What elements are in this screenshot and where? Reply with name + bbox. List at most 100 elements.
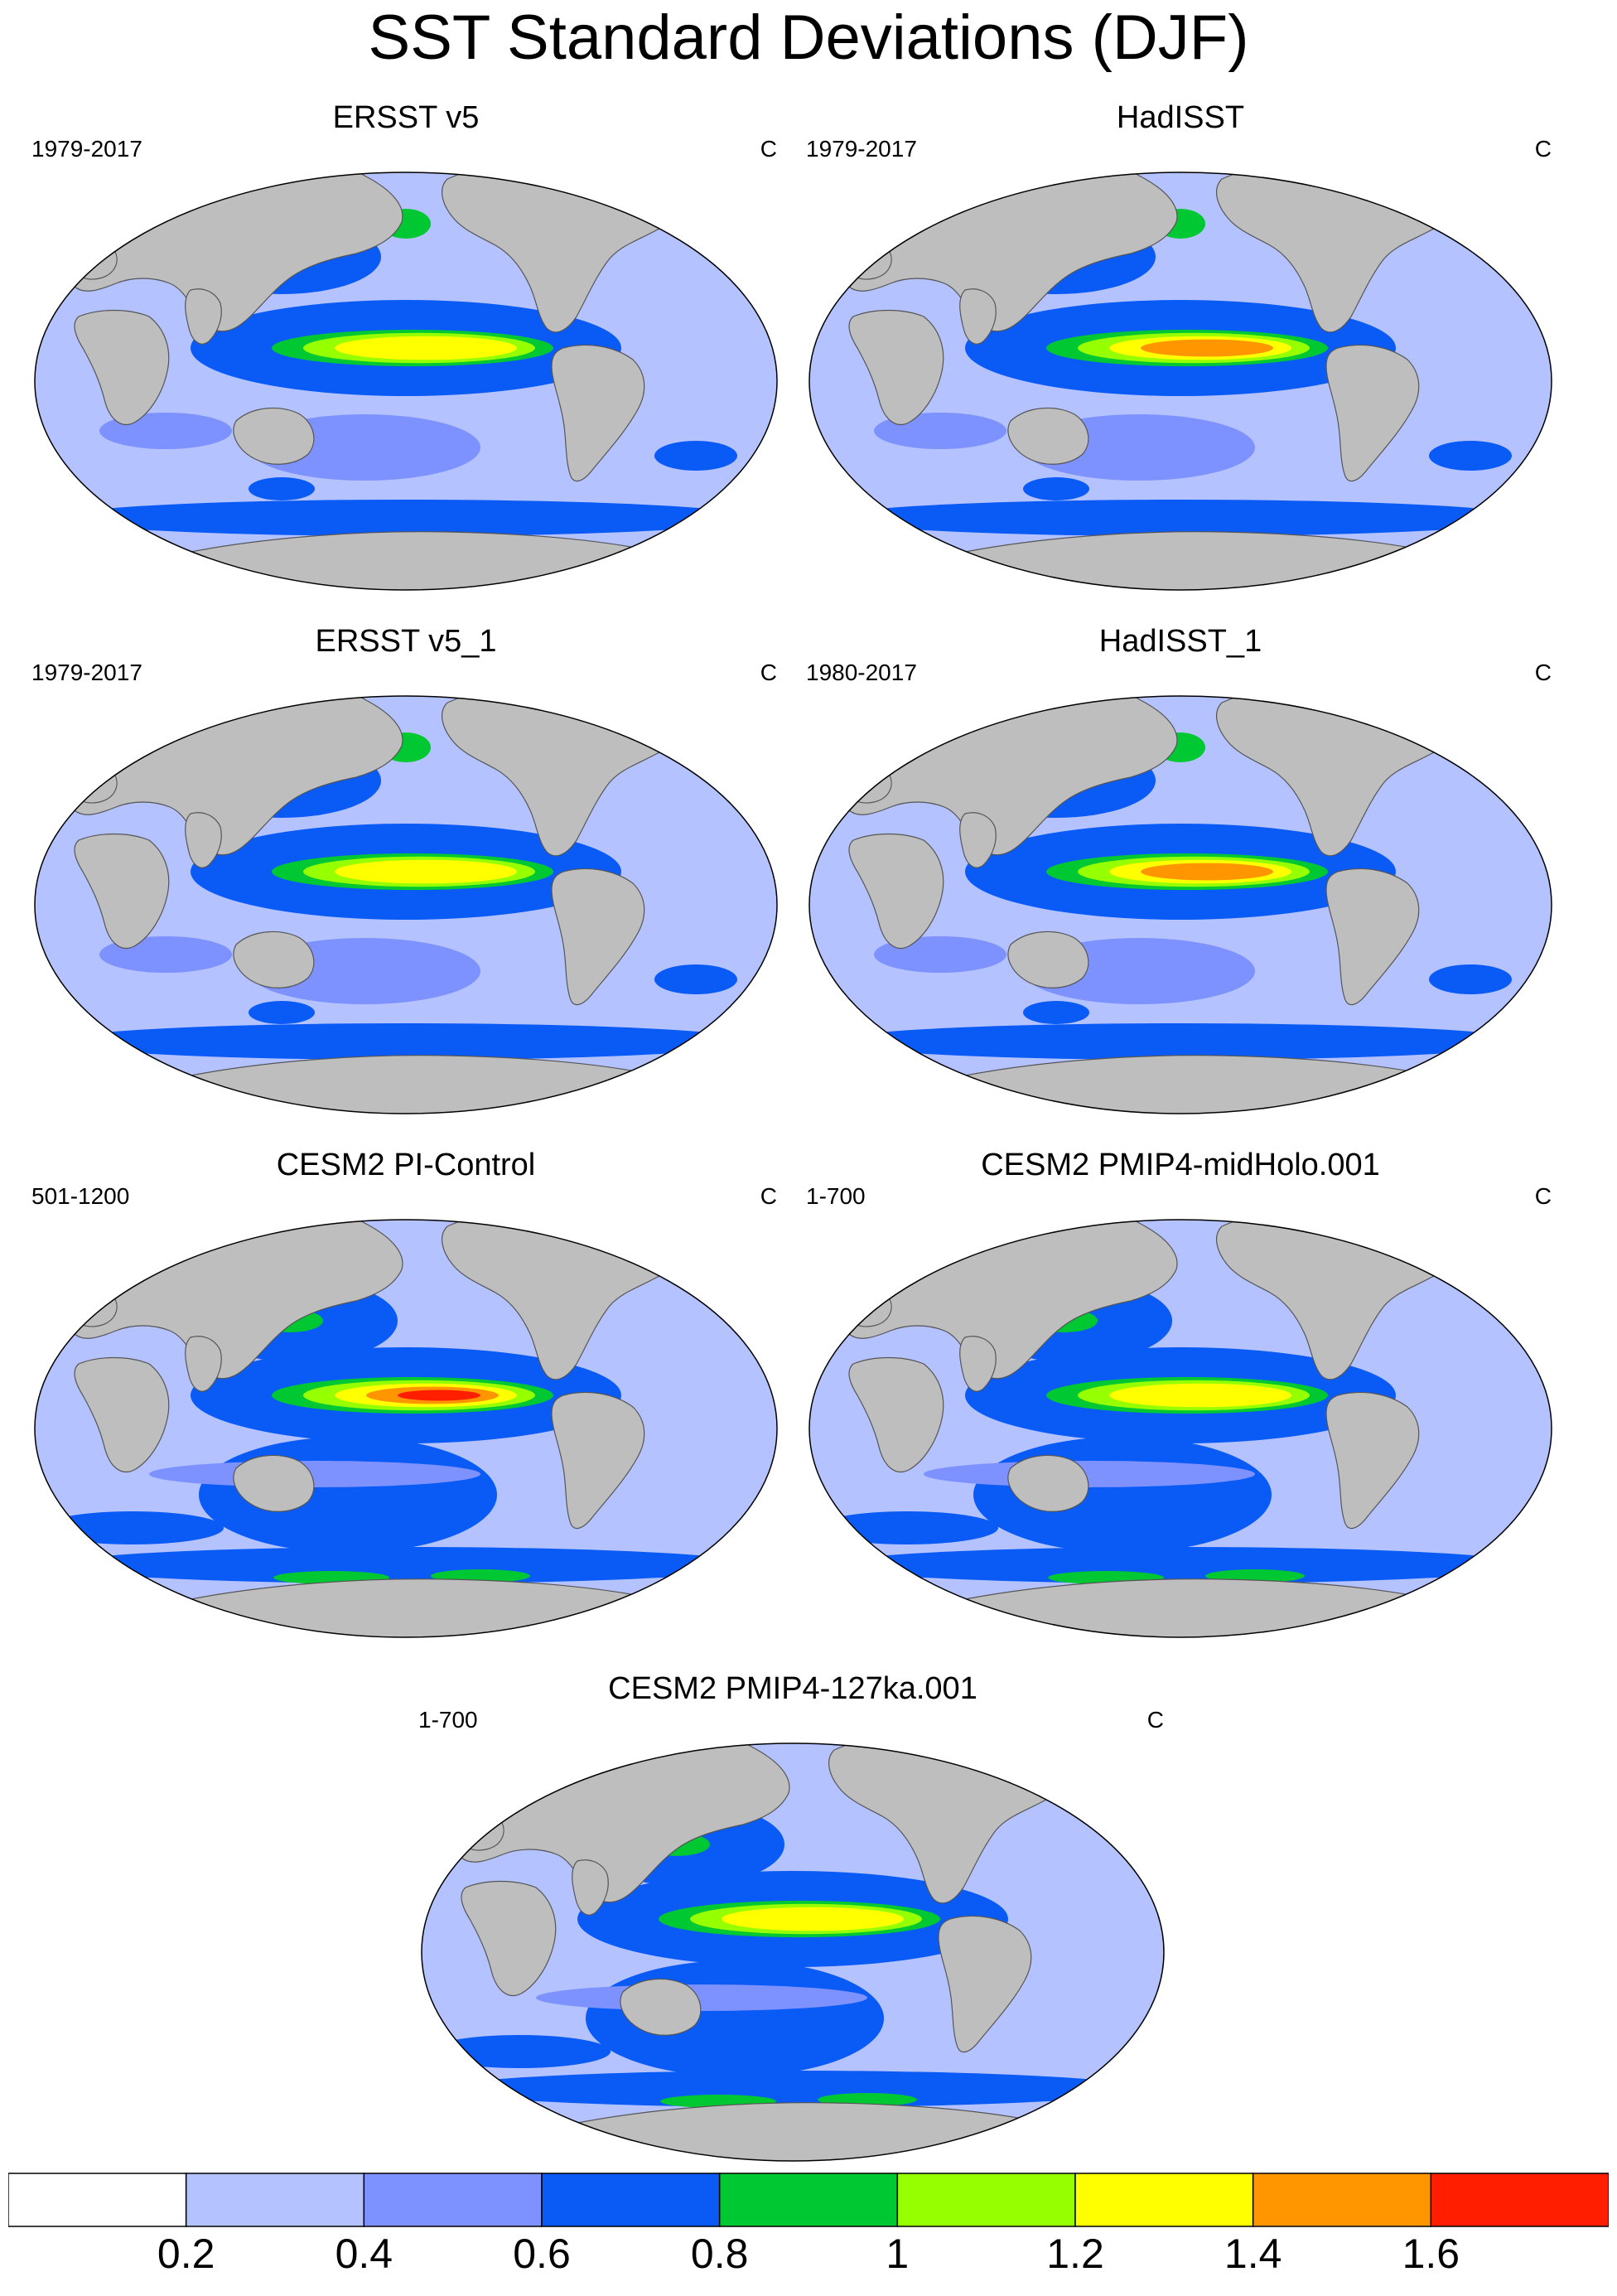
map-panel: CESM2 PMIP4-127ka.001 1-700 C — [403, 1670, 1182, 2176]
land-greenland — [1013, 1743, 1094, 1765]
land-europe — [840, 244, 892, 280]
colorbar-swatch — [363, 2173, 543, 2227]
panel-period: 1979-2017 — [31, 660, 142, 685]
land-africa — [848, 309, 944, 425]
colorbar-label: 1.4 — [1224, 2231, 1282, 2277]
southern-ocean-band — [58, 1547, 754, 1583]
land-india — [185, 288, 222, 345]
map-outline — [34, 172, 778, 591]
panel-title: ERSST v5 — [332, 100, 480, 135]
land-europe — [65, 244, 118, 280]
south-atlantic-blob — [1429, 441, 1512, 471]
land-samerica — [938, 1915, 1032, 2053]
southern-ocean-band — [58, 1023, 754, 1060]
panel-period: 1-700 — [418, 1707, 478, 1733]
panel-unit: C — [1534, 660, 1552, 685]
colorbar-swatch — [541, 2173, 721, 2227]
land-europe — [65, 768, 118, 804]
south-atlantic-blob — [654, 441, 737, 471]
enso-contour-6 — [398, 1390, 480, 1401]
enso-contour-4 — [722, 1907, 904, 1931]
map-field — [422, 1743, 1164, 2161]
panel-title: HadISST_1 — [1098, 624, 1262, 659]
enso-contour-4 — [1109, 1383, 1291, 1408]
colorbar — [8, 2173, 1609, 2227]
land-africa — [74, 833, 170, 949]
land-australia — [1007, 1454, 1089, 1512]
map-panel: ERSST v5 1979-2017 C — [17, 99, 795, 605]
map-outline — [421, 1743, 1165, 2162]
colorbar-swatch — [1430, 2173, 1609, 2227]
panel-title: ERSST v5_1 — [315, 624, 497, 659]
panel-unit: C — [760, 136, 777, 162]
land-antarctica — [567, 2102, 1068, 2161]
land-australia — [620, 1978, 702, 2036]
colorbar-swatch — [1074, 2173, 1254, 2227]
colorbar-swatch — [896, 2173, 1076, 2227]
world-map — [34, 1219, 778, 1638]
map-outline — [34, 695, 778, 1114]
south-pacific-blob — [249, 477, 315, 500]
land-antarctica — [181, 1055, 681, 1114]
land-antarctica — [955, 531, 1455, 590]
colorbar-swatch — [718, 2173, 899, 2227]
panel-period: 1-700 — [806, 1183, 866, 1209]
map-field — [35, 172, 777, 590]
land-africa — [848, 1356, 944, 1472]
map-field — [35, 1220, 777, 1637]
southern-ocean-band — [58, 500, 754, 536]
southern-ocean-band — [833, 500, 1528, 536]
south-pacific-streak — [149, 1461, 480, 1487]
enso-contour-4 — [335, 859, 517, 884]
land-australia — [233, 1454, 315, 1512]
land-greenland — [626, 1220, 707, 1241]
south-pacific-blob — [249, 1001, 315, 1024]
land-africa — [74, 1356, 170, 1472]
south-pacific-blob — [1023, 477, 1089, 500]
land-india — [572, 1859, 609, 1916]
figure-title: SST Standard Deviations (DJF) — [368, 2, 1249, 73]
land-greenland — [1401, 1220, 1482, 1241]
south-atlantic-blob — [1429, 964, 1512, 994]
colorbar-label: 1 — [886, 2231, 910, 2277]
colorbar-label: 1.2 — [1046, 2231, 1104, 2277]
land-greenland — [1401, 172, 1482, 194]
map-outline — [34, 1219, 778, 1638]
land-australia — [1007, 407, 1089, 465]
panel-unit: C — [760, 660, 777, 685]
map-outline — [808, 172, 1552, 591]
land-samerica — [551, 1391, 645, 1530]
land-samerica — [1325, 1391, 1420, 1530]
panel-period: 501-1200 — [31, 1183, 130, 1209]
land-india — [959, 812, 997, 868]
south-pacific-blob — [1023, 1001, 1089, 1024]
map-outline — [808, 1219, 1552, 1638]
south-pacific-streak — [924, 1461, 1255, 1487]
land-samerica — [551, 344, 645, 482]
land-antarctica — [181, 1578, 681, 1637]
panel-title: CESM2 PMIP4-127ka.001 — [608, 1671, 977, 1706]
southern-ocean-band — [445, 2071, 1141, 2107]
panel-title: HadISST — [1116, 100, 1245, 135]
land-africa — [848, 833, 944, 949]
land-samerica — [1325, 868, 1420, 1006]
land-europe — [65, 1292, 118, 1327]
map-panel: CESM2 PI-Control 501-1200 C — [17, 1147, 795, 1652]
land-australia — [233, 930, 315, 988]
panel-unit: C — [1534, 1183, 1552, 1209]
land-india — [959, 1336, 997, 1392]
land-australia — [1007, 930, 1089, 988]
southern-ocean-band — [833, 1547, 1528, 1583]
world-map — [421, 1743, 1165, 2162]
land-europe — [452, 1815, 504, 1851]
land-greenland — [626, 172, 707, 194]
colorbar-label: 0.8 — [690, 2231, 749, 2277]
map-field — [35, 696, 777, 1114]
map-panel: CESM2 PMIP4-midHolo.001 1-700 C — [791, 1147, 1570, 1652]
land-africa — [74, 309, 170, 425]
panel-unit: C — [1534, 136, 1552, 162]
land-antarctica — [181, 531, 681, 590]
colorbar-label: 0.6 — [513, 2231, 571, 2277]
panel-title: CESM2 PMIP4-midHolo.001 — [981, 1148, 1380, 1182]
panel-period: 1979-2017 — [806, 136, 917, 162]
